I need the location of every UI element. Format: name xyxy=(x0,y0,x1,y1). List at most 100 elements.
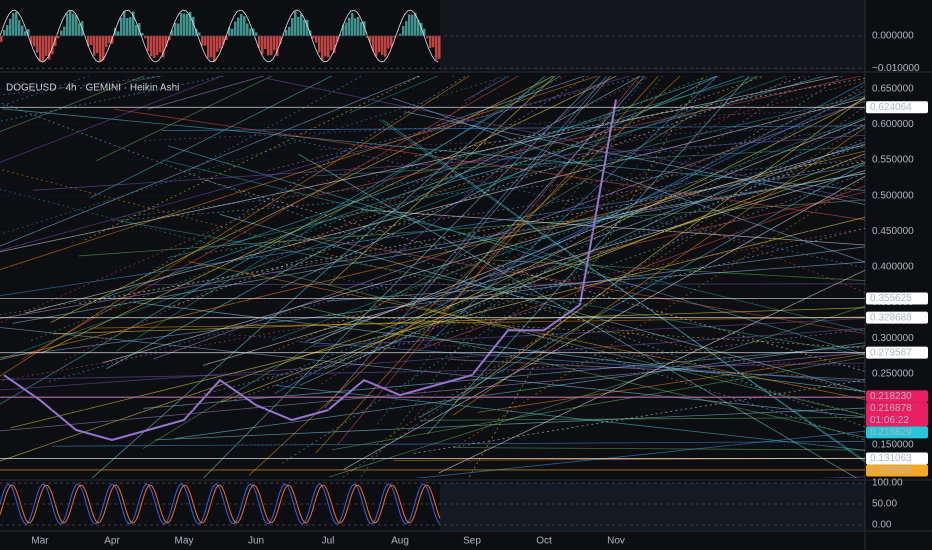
trendline xyxy=(468,76,705,478)
histogram-bar xyxy=(258,35,261,48)
histogram-bar xyxy=(186,13,189,36)
oscillator-line xyxy=(0,484,441,524)
y-tick-label: 100.00 xyxy=(872,478,903,489)
histogram-bar xyxy=(27,29,30,36)
x-tick-label: Sep xyxy=(463,536,481,547)
histogram-bar xyxy=(414,12,417,36)
trendline xyxy=(271,117,865,341)
trendline xyxy=(0,76,841,253)
histogram-bar xyxy=(201,35,204,46)
y-tick-label: 0.550000 xyxy=(872,155,914,166)
price-badge xyxy=(866,452,928,465)
histogram-bar xyxy=(312,35,315,39)
histogram-bar xyxy=(324,35,327,57)
histogram-bar xyxy=(9,18,12,36)
histogram-bar xyxy=(261,35,264,55)
trendline xyxy=(0,102,865,428)
histogram-bar xyxy=(123,10,126,36)
histogram-bar xyxy=(399,33,402,36)
histogram-bar xyxy=(150,35,153,57)
trendline xyxy=(328,305,865,478)
trendline xyxy=(462,76,810,317)
histogram-bar xyxy=(411,14,414,36)
histogram-bar xyxy=(348,17,351,36)
trendline xyxy=(202,170,865,366)
trendline xyxy=(450,76,761,161)
price-badge-label: 0.216878 xyxy=(870,403,912,414)
histogram-bar xyxy=(57,35,60,39)
x-tick-label: Oct xyxy=(536,536,552,547)
trendline xyxy=(161,125,865,131)
histogram-bar xyxy=(285,29,288,36)
trendline xyxy=(154,407,865,441)
histogram-bar xyxy=(24,31,27,36)
histogram-bar xyxy=(408,14,411,36)
histogram-bar xyxy=(378,35,381,53)
histogram-bar xyxy=(129,17,132,36)
trendline xyxy=(52,307,865,335)
trendline xyxy=(0,76,226,122)
histogram-bar xyxy=(384,35,387,57)
price-badge xyxy=(866,402,928,427)
histogram-bar xyxy=(12,13,15,36)
trendline xyxy=(112,159,865,222)
histogram-bar xyxy=(21,25,24,36)
histogram-bar xyxy=(126,18,129,36)
price-badge-label: 0.328688 xyxy=(870,312,912,323)
x-tick-label: Jul xyxy=(322,536,335,547)
price-badge-label: 0.114919 xyxy=(870,465,911,476)
trendline xyxy=(119,220,865,356)
histogram-bar xyxy=(63,26,66,36)
histogram-bar xyxy=(93,35,96,56)
trendline xyxy=(0,76,567,324)
trendline xyxy=(0,76,90,107)
histogram-bar xyxy=(33,35,36,47)
histogram-bar xyxy=(51,35,54,55)
histogram-bar xyxy=(96,35,99,54)
trendline xyxy=(438,269,865,474)
y-tick-label: −0.010000 xyxy=(872,63,920,74)
trendline xyxy=(349,138,865,363)
x-tick-label: Nov xyxy=(607,536,625,547)
trendline xyxy=(106,76,642,370)
histogram-bar xyxy=(336,35,339,42)
histogram-bar xyxy=(354,18,357,36)
histogram-bar xyxy=(213,35,216,62)
trendline xyxy=(370,282,865,441)
histogram-bar xyxy=(360,22,363,36)
histogram-bar xyxy=(165,35,168,47)
price-badge-label: 0.131063 xyxy=(870,453,912,464)
trendline xyxy=(436,76,586,127)
trendline xyxy=(313,318,865,347)
histogram-bar xyxy=(393,35,396,38)
histogram-bar xyxy=(417,19,420,36)
histogram-bar xyxy=(6,25,9,36)
histogram-bar xyxy=(234,21,237,36)
trendline xyxy=(274,81,865,394)
histogram-bar xyxy=(69,10,72,36)
trendline xyxy=(0,76,421,247)
trendline xyxy=(321,76,792,385)
histogram-bar xyxy=(171,30,174,36)
countdown: 01:06:22 xyxy=(870,415,909,426)
histogram-bar xyxy=(159,35,162,53)
trendline xyxy=(324,76,611,409)
oscillator-line xyxy=(0,9,439,63)
y-tick-label: 0.400000 xyxy=(872,262,914,273)
histogram-bar xyxy=(156,35,159,56)
trendline xyxy=(453,447,865,451)
histogram-bar xyxy=(102,35,105,61)
trendlines xyxy=(0,76,865,478)
histogram-bar xyxy=(402,26,405,36)
trendline xyxy=(403,76,590,192)
histogram-bar xyxy=(306,19,309,36)
price-badge xyxy=(866,464,928,477)
trendline xyxy=(413,379,865,454)
price-line xyxy=(3,99,617,442)
price-badge-label: 0.279567 xyxy=(870,347,912,358)
histogram-bar xyxy=(420,22,423,36)
histogram-bar xyxy=(72,13,75,36)
y-tick-label: 50.00 xyxy=(872,499,897,510)
histogram-bar xyxy=(372,35,375,52)
trendline xyxy=(419,162,865,418)
